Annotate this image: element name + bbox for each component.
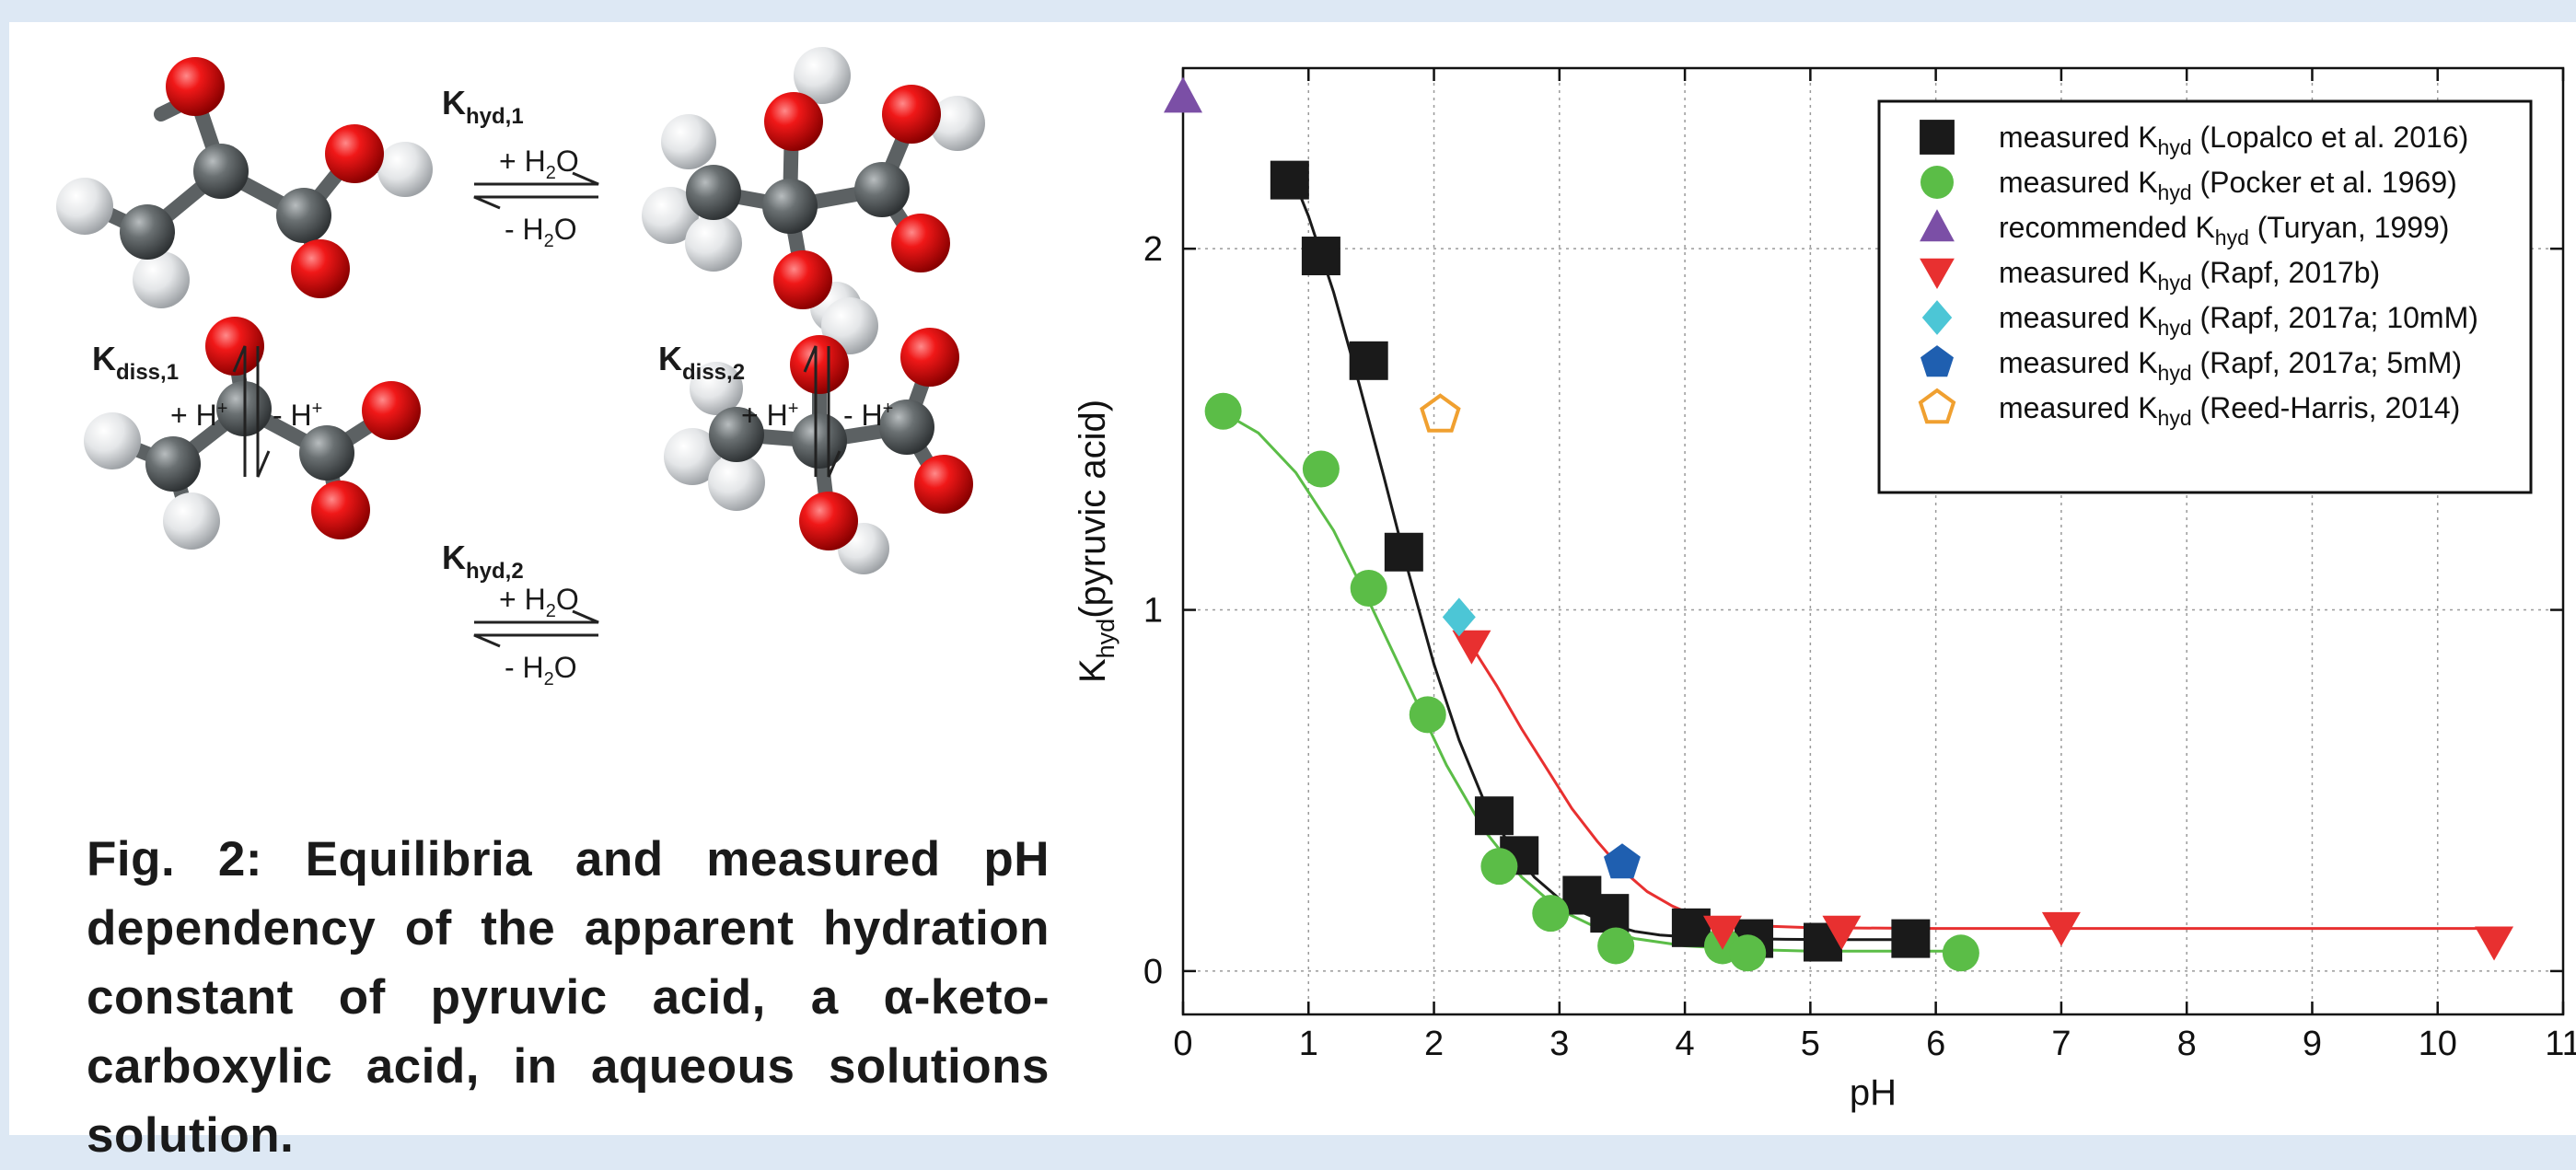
data-point [1384,532,1423,572]
kdiss1-label: Kdiss,1 [92,340,179,385]
minus-water-top: - H2O [505,213,577,251]
data-point [1920,120,1955,155]
legend: measured Khyd (Lopalco et al. 2016) measu… [1877,99,2533,494]
data-point [1270,160,1309,200]
data-point [1302,450,1340,488]
data-point [1918,388,1956,424]
data-point [1729,934,1767,972]
equilibrium-arrows [232,171,841,648]
x-tick-label: 2 [1424,1025,1444,1063]
data-point [1420,393,1461,433]
data-point [1474,796,1514,836]
figure-panel: Khyd,1 + H2O - H2O Khyd,2 + H2O - H2O Kd… [9,22,2576,1163]
fit-curve [1220,410,1961,953]
plus-proton-left: + H+ [170,399,227,432]
x-tick-label: 0 [1173,1025,1192,1063]
legend-entry: measured Khyd (Rapf, 2017b) [1999,256,2380,295]
x-tick-label: 11 [2545,1025,2576,1063]
y-tick-label: 1 [1143,592,1163,631]
data-point [1480,848,1518,886]
data-point [1301,237,1340,276]
data-point [1204,392,1242,430]
kdiss2-label: Kdiss,2 [658,340,745,385]
x-axis-label: pH [1850,1072,1897,1113]
legend-entry: measured Khyd (Rapf, 2017a; 5mM) [1999,346,2462,385]
molecule-pyruvic-acid [56,57,433,308]
series-3 [1164,76,1202,113]
x-tick-label: 9 [2303,1025,2322,1063]
data-point [1409,696,1446,734]
series-1 [1270,160,1931,962]
minus-water-bottom: - H2O [505,651,577,689]
plot-frame [1181,66,2565,1016]
data-point [1350,570,1387,608]
legend-entry: measured Khyd (Lopalco et al. 2016) [1999,121,2468,159]
data-point [1442,597,1476,637]
x-tick-label: 10 [2419,1025,2457,1063]
legend-entry: measured Khyd (Pocker et al. 1969) [1999,166,2457,204]
data-point [1822,915,1862,950]
series-5 [1442,597,1476,637]
khyd1-label: Khyd,1 [442,84,524,129]
data-point [1920,209,1955,242]
molecule-hydrated-pyruvate [664,297,973,574]
x-tick-label: 8 [2177,1025,2197,1063]
data-point [1597,927,1635,965]
data-point [1349,341,1388,380]
khyd2-label: Khyd,2 [442,539,524,584]
x-tick-label: 3 [1549,1025,1569,1063]
x-tick-label: 6 [1926,1025,1945,1063]
equilibrium-scheme: Khyd,1 + H2O - H2O Khyd,2 + H2O - H2O Kd… [56,47,985,689]
series-2 [1204,392,1979,972]
legend-entry: recommended Khyd (Turyan, 1999) [1999,211,2449,249]
data-point [2041,911,2081,946]
x-tick-label: 7 [2051,1025,2071,1063]
data-point [1891,919,1931,958]
data-point [1590,894,1630,933]
data-point [1164,76,1202,113]
figure-caption: Fig. 2: Equilibria and measured pH depen… [87,832,1050,1163]
data-point [1671,908,1711,947]
fit-curve [1288,168,1911,942]
legend-entry: measured Khyd (Reed-Harris, 2014) [1999,391,2460,430]
y-tick-label: 0 [1143,953,1163,991]
data-point [1702,915,1742,950]
data-point [1920,345,1954,377]
data-point [1942,934,1979,972]
fit-curve [1470,644,2494,931]
series-7 [1420,393,1461,433]
plus-water-top: + H2O [499,145,579,183]
x-tick-label: 5 [1801,1025,1820,1063]
data-point [1920,258,1955,289]
y-axis-label: Khyd(pyruvic acid) [1073,400,1120,683]
legend-entry: measured Khyd (Rapf, 2017a; 10mM) [1999,301,2478,340]
data-point [2475,926,2514,961]
molecule-hydrated-pyruvic-acid [642,47,985,333]
plus-water-bottom: + H2O [499,583,579,621]
khyd-ph-chart: 0 1 2 3 4 5 6 7 8 9 10 11 0 1 2 pH Khyd(pyruvic acid) mea… [1073,66,2576,1113]
series-4 [1452,630,2514,961]
equilibrium-labels: Khyd,1 + H2O - H2O Khyd,2 + H2O - H2O Kd… [92,84,893,689]
minus-proton-right: - H+ [843,399,893,432]
series-6 [1604,843,1641,879]
data-point [1604,843,1641,879]
legend-box [1877,99,2533,494]
grid-lines [1183,68,2563,1014]
minus-proton-left: - H+ [273,399,322,432]
y-tick-label: 2 [1143,230,1163,269]
x-tick-label: 4 [1676,1025,1695,1063]
data-point [1920,166,1954,199]
data-point [1452,630,1491,665]
plus-proton-right: + H+ [741,399,798,432]
x-tick-label: 1 [1299,1025,1318,1063]
data-point [1532,895,1570,933]
molecule-pyruvate [84,317,421,550]
